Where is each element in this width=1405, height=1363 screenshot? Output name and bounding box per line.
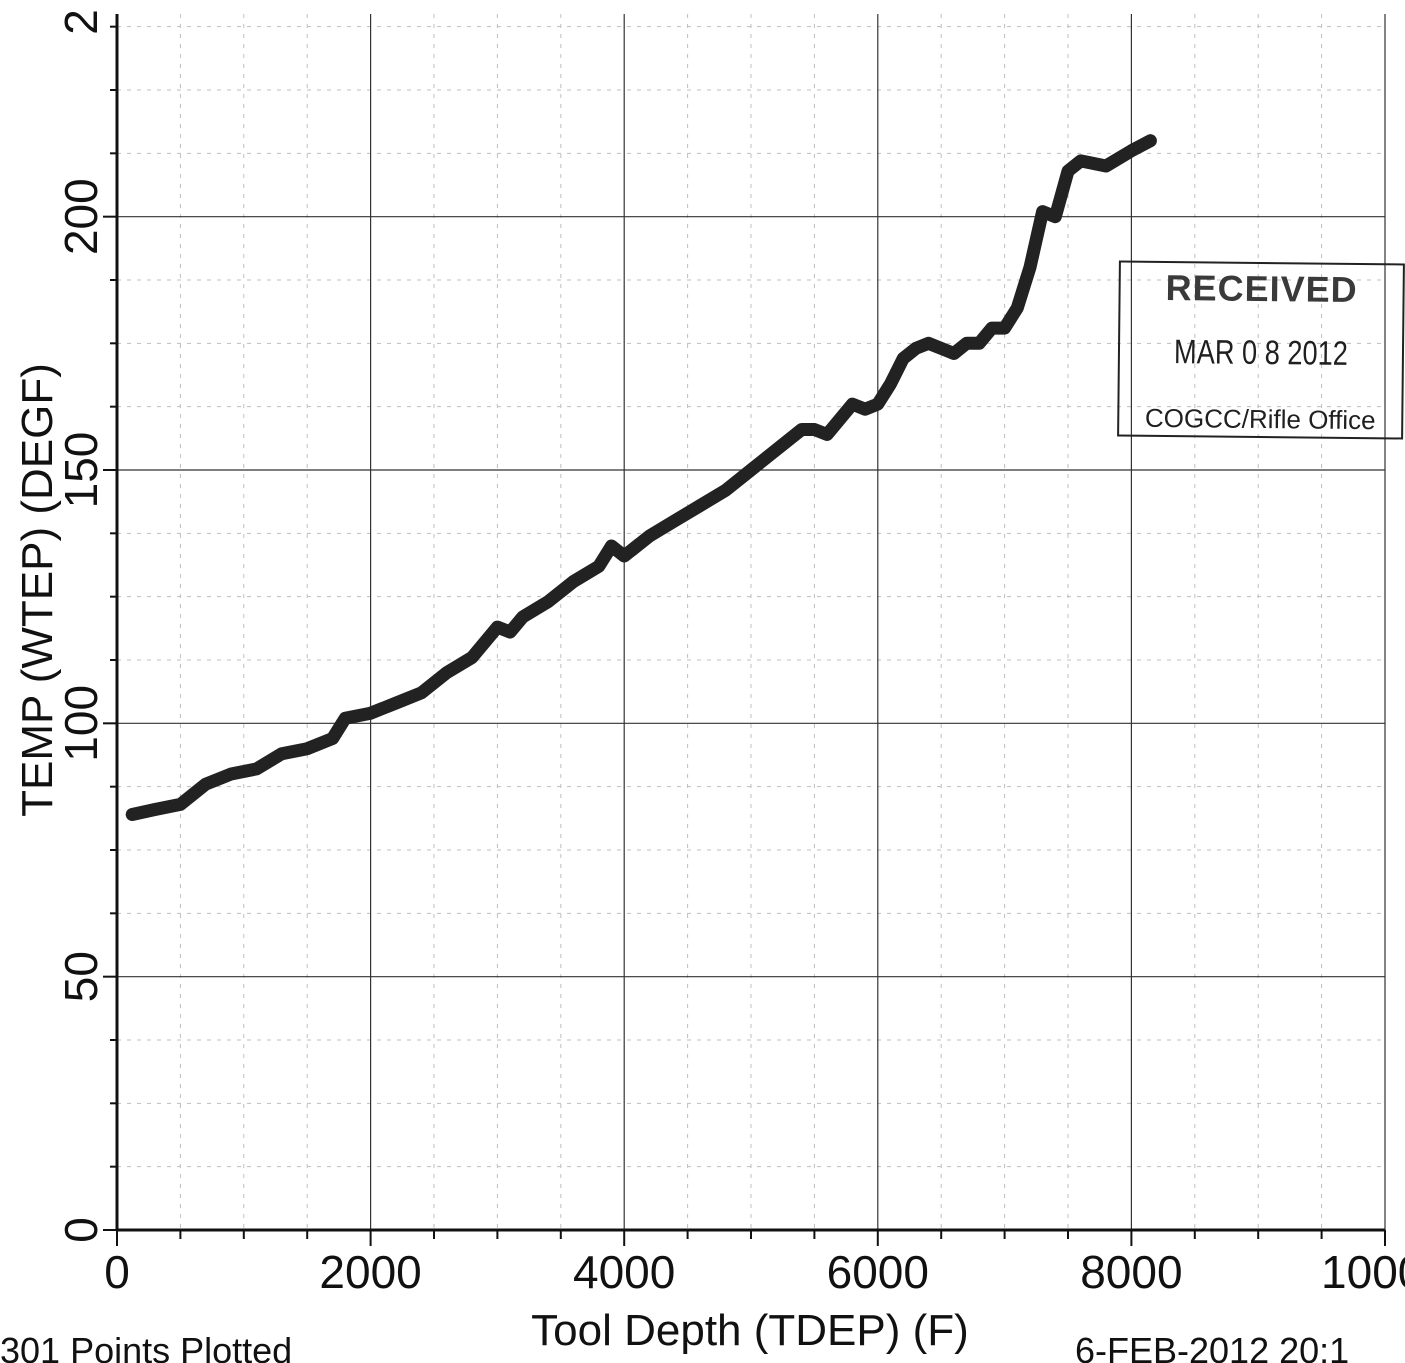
series-point: [935, 342, 948, 355]
series-point: [909, 342, 922, 355]
points-plotted-note: 301 Points Plotted: [0, 1330, 293, 1363]
series-point: [364, 707, 377, 720]
y-tick-label: 150: [55, 432, 107, 509]
series-point: [1049, 210, 1062, 223]
series-point: [1074, 154, 1087, 167]
series-point: [326, 732, 339, 745]
series-point: [339, 712, 352, 725]
series-point: [998, 322, 1011, 335]
series-point: [973, 337, 986, 350]
stamp-office: COGCC/Rifle Office: [1144, 402, 1376, 436]
series-point: [859, 403, 872, 416]
major-grid: [117, 14, 1386, 1230]
series-point: [250, 762, 263, 775]
x-tick-label: 8000: [1080, 1246, 1182, 1298]
series-point: [884, 377, 897, 390]
series-line: [125, 134, 1157, 821]
series-point: [301, 742, 314, 755]
series-point: [567, 575, 580, 588]
series-point: [516, 610, 529, 623]
series-point: [922, 337, 935, 350]
received-stamp: RECEIVED MAR 0 8 2012 COGCC/Rifle Office: [1117, 260, 1405, 440]
series-point: [947, 347, 960, 360]
series-point: [592, 560, 605, 573]
series-point: [174, 798, 187, 811]
series-point: [846, 398, 859, 411]
series-point: [1023, 261, 1036, 274]
series-point: [275, 747, 288, 760]
timestamp-note: 6-FEB-2012 20:1: [1075, 1330, 1350, 1363]
series-point: [745, 464, 757, 476]
series-point: [770, 443, 783, 456]
y-tick-label: 200: [55, 178, 107, 255]
series-point: [1011, 301, 1024, 314]
x-tick-label: 0: [104, 1246, 130, 1298]
series-point: [871, 398, 884, 411]
series-point: [149, 803, 162, 816]
series-point: [1125, 144, 1138, 157]
series-point: [694, 499, 707, 512]
stamp-date: MAR 0 8 2012: [1173, 333, 1349, 373]
minor-grid: [117, 14, 1385, 1230]
y-tick-label: 0: [55, 1217, 107, 1243]
series-point: [719, 484, 732, 497]
y-tick-label: 50: [55, 951, 107, 1002]
y-axis-label: TEMP (WTEP) (DEGF): [13, 363, 62, 817]
x-axis-label: Tool Depth (TDEP) (F): [531, 1306, 969, 1355]
series-point: [415, 686, 428, 699]
series-point: [643, 529, 656, 542]
series-point: [1036, 205, 1049, 218]
series-point: [795, 423, 808, 436]
series-point: [668, 514, 681, 527]
series-point: [897, 352, 910, 365]
x-tick-label: 10000: [1321, 1246, 1405, 1298]
x-tick-label: 6000: [827, 1246, 929, 1298]
series-point: [618, 550, 631, 563]
series-point: [1062, 165, 1074, 178]
y-tick-label-top: 2: [55, 9, 107, 35]
x-tick-label: 4000: [573, 1246, 675, 1298]
series-point: [225, 768, 238, 780]
series-point: [199, 778, 212, 791]
series-point: [466, 651, 479, 664]
series-point: [126, 808, 139, 821]
series-point: [504, 626, 517, 639]
series-point: [821, 428, 834, 441]
series: [125, 134, 1157, 821]
series-point: [389, 697, 402, 710]
series-point: [1144, 134, 1157, 147]
series-point: [1100, 160, 1113, 172]
stamp-title: RECEIVED: [1165, 266, 1358, 311]
series-point: [985, 322, 998, 335]
series-point: [605, 540, 618, 552]
series-point: [808, 423, 821, 436]
series-point: [491, 621, 504, 634]
series-point: [960, 337, 973, 350]
series-point: [542, 595, 555, 608]
ticks: 0 2000 4000 6000 8000 10000 0 50 100 150 200 2: [55, 9, 1405, 1298]
y-tick-label: 100: [55, 685, 107, 762]
series-point: [440, 666, 453, 679]
x-tick-label: 2000: [319, 1246, 421, 1298]
